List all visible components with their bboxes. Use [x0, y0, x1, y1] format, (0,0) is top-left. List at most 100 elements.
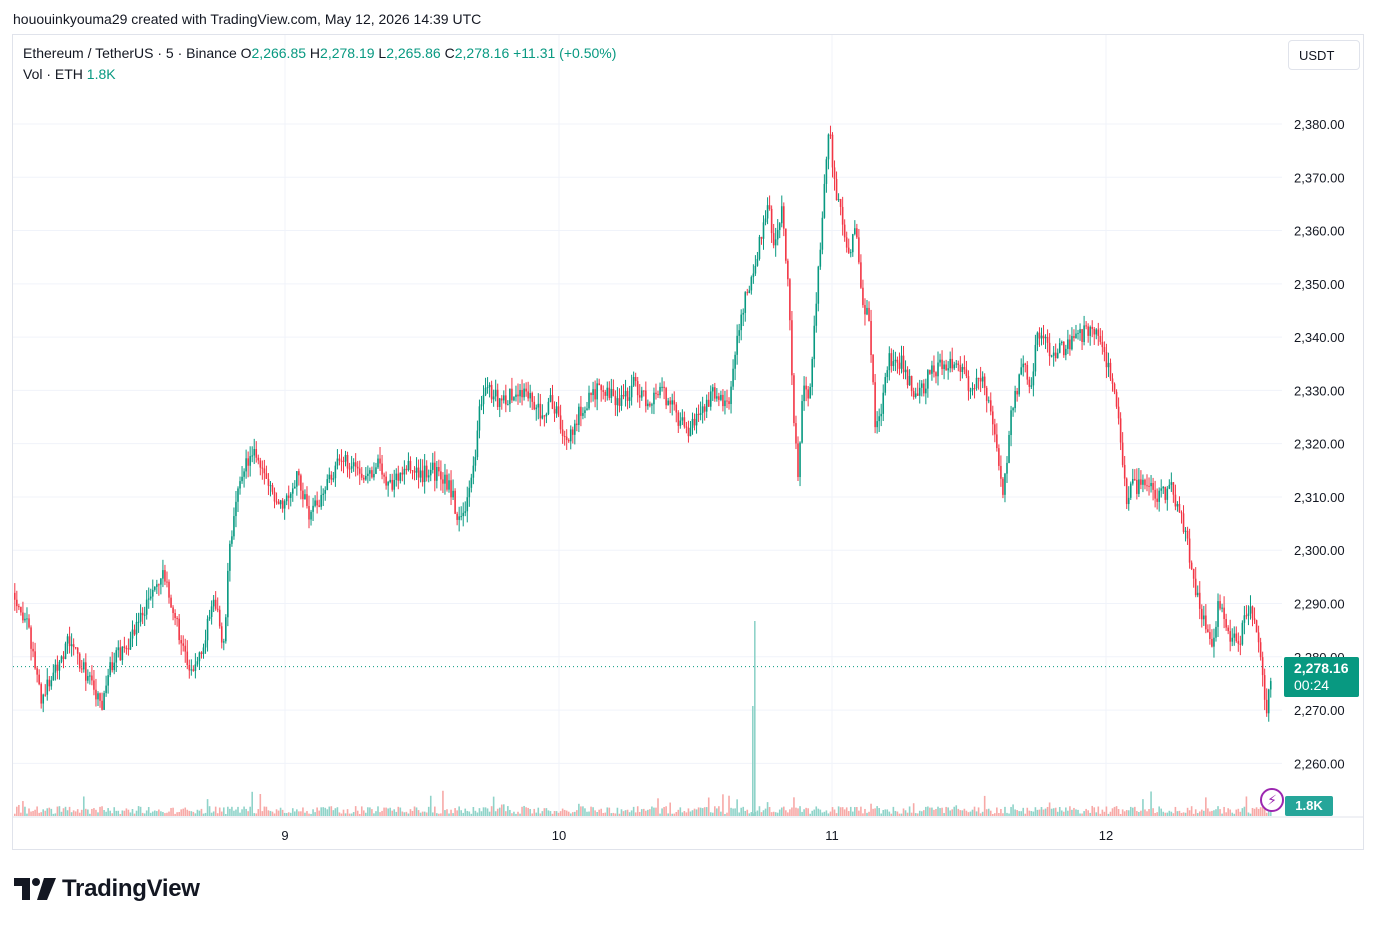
- candle: [149, 588, 152, 601]
- candle: [709, 385, 712, 411]
- volume-bar: [645, 810, 647, 816]
- candle: [127, 638, 130, 656]
- volume-bar: [1123, 811, 1126, 816]
- candle: [703, 403, 706, 421]
- candle: [1148, 477, 1150, 496]
- candle: [894, 351, 897, 372]
- candle: [1261, 651, 1264, 687]
- volume-bar: [622, 811, 625, 816]
- candle: [1006, 456, 1008, 483]
- candle: [190, 659, 193, 676]
- candle: [145, 590, 148, 620]
- candle: [535, 404, 538, 421]
- candle: [399, 472, 402, 484]
- candle: [756, 251, 759, 267]
- volume-bar: [133, 813, 136, 816]
- volume-bar: [898, 813, 901, 816]
- volume-bar: [892, 806, 895, 816]
- candle: [795, 415, 797, 450]
- volume-bar: [1158, 806, 1160, 816]
- candle: [389, 473, 391, 484]
- candle: [322, 488, 325, 507]
- candle: [969, 387, 972, 399]
- volume-bar: [567, 811, 570, 816]
- candle: [1079, 323, 1081, 341]
- volume-bar: [758, 806, 761, 816]
- chart-frame[interactable]: [12, 34, 1364, 850]
- time-tick-label: 9: [281, 828, 288, 843]
- candle: [559, 404, 562, 434]
- candle: [780, 195, 783, 228]
- volume-bar: [210, 812, 213, 816]
- volume-bar: [306, 811, 308, 816]
- volume-bar: [1231, 812, 1234, 816]
- volume-bar: [1097, 806, 1100, 816]
- volume-bar: [971, 809, 974, 816]
- volume-bar: [902, 808, 905, 816]
- candle: [18, 603, 20, 611]
- volume-bar: [989, 810, 992, 816]
- candle: [783, 202, 785, 237]
- candle: [634, 372, 637, 387]
- candle: [571, 426, 574, 444]
- volume-bar: [1048, 802, 1051, 816]
- candle: [1103, 341, 1106, 362]
- candle: [218, 605, 221, 629]
- candle: [1109, 358, 1112, 382]
- tradingview-logo[interactable]: TradingView: [14, 875, 200, 903]
- volume-bar: [523, 805, 525, 816]
- volume-bar: [987, 808, 990, 816]
- volume-bar: [659, 813, 661, 816]
- candle: [1188, 528, 1191, 569]
- candle: [687, 420, 690, 443]
- volume-bar: [225, 813, 227, 816]
- currency-button[interactable]: USDT: [1288, 40, 1360, 70]
- volume-bar: [1091, 805, 1094, 816]
- candle: [598, 378, 600, 386]
- volume-label: Vol · ETH: [23, 66, 83, 82]
- volume-bar: [628, 812, 631, 816]
- volume-bar: [476, 812, 479, 816]
- volume-bar: [326, 809, 329, 816]
- volume-bar: [756, 810, 759, 816]
- candle: [421, 459, 424, 487]
- volume-bar: [277, 810, 280, 816]
- volume-bar: [703, 807, 706, 816]
- candle: [596, 378, 598, 411]
- candle: [352, 458, 355, 472]
- volume-bar: [38, 812, 40, 816]
- candle: [72, 638, 75, 656]
- volume-bar: [1119, 813, 1122, 816]
- volume-bar: [1103, 811, 1106, 816]
- candle: [1186, 526, 1189, 545]
- lightning-icon[interactable]: ⚡: [1260, 788, 1284, 812]
- volume-bar: [233, 810, 235, 816]
- volume-bar: [472, 807, 475, 816]
- candle: [172, 605, 174, 621]
- volume-bar: [494, 811, 497, 816]
- volume-bar: [937, 806, 939, 816]
- volume-bar: [198, 810, 201, 816]
- volume-bar: [1265, 812, 1268, 816]
- candle: [977, 377, 980, 390]
- volume-bar: [291, 808, 294, 816]
- candle: [237, 486, 239, 512]
- candle: [273, 487, 276, 509]
- candle: [1113, 382, 1116, 395]
- volume-bar: [263, 806, 266, 816]
- volume-bar: [121, 810, 124, 816]
- candle: [216, 597, 219, 613]
- candle: [764, 210, 767, 226]
- candle: [632, 371, 635, 387]
- volume-bar: [298, 811, 300, 816]
- candle: [1093, 326, 1096, 345]
- volume-bar: [918, 810, 921, 816]
- candle: [1150, 475, 1152, 493]
- candle: [186, 640, 189, 670]
- price-axis: 2,260.002,270.002,280.002,290.002,300.00…: [1294, 117, 1345, 771]
- volume-bar: [296, 809, 298, 816]
- volume-bar: [1160, 808, 1163, 816]
- candle: [239, 476, 241, 495]
- candle: [774, 227, 777, 257]
